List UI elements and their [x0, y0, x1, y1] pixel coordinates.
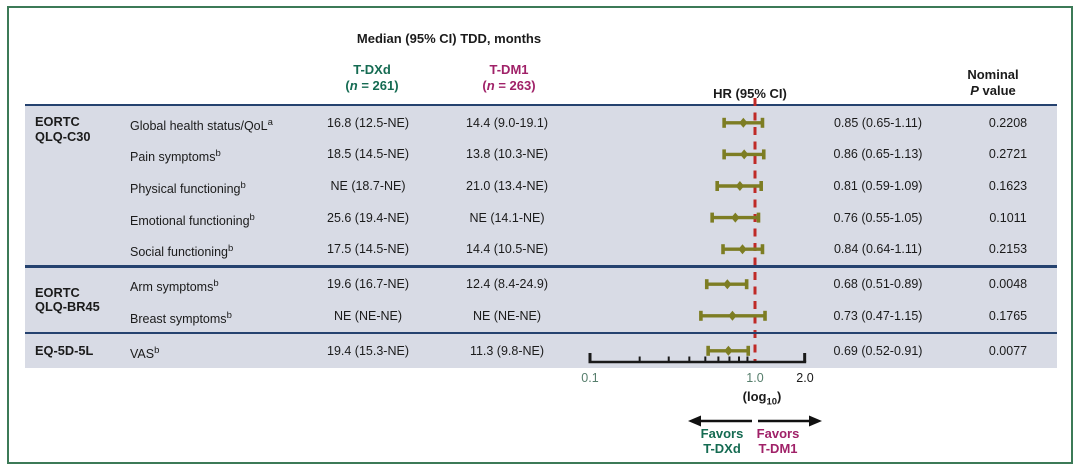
cell-tdxd-median: NE (18.7-NE) [330, 179, 406, 193]
tdxd-arm-name: T-DXd [353, 62, 391, 77]
cell-hr-text: 0.81 (0.59-1.09) [833, 179, 923, 193]
cell-hr-text: 0.84 (0.64-1.11) [833, 242, 923, 257]
column-header-tdm1: T-DM1 (n = 263) [424, 62, 594, 93]
tdm1-arm-name: T-DM1 [489, 62, 529, 77]
row-measure-label: Arm symptomsb [130, 278, 219, 295]
cell-p-value: 0.1623 [988, 179, 1028, 193]
cell-p-value: 0.0048 [988, 277, 1028, 292]
forest-marker [721, 244, 765, 255]
x-axis-scale-label: (log10) [742, 389, 782, 408]
cell-hr-text: 0.68 (0.51-0.89) [833, 277, 923, 292]
cell-hr-text: 0.73 (0.47-1.15) [833, 308, 923, 323]
row-measure-label: Pain symptomsb [130, 148, 221, 165]
tdm1-sample-size: (n = 263) [482, 77, 536, 93]
forest-marker [722, 149, 766, 160]
cell-tdxd-median: 17.5 (14.5-NE) [327, 242, 409, 257]
forest-marker [710, 212, 761, 223]
cell-tdxd-median: 18.5 (14.5-NE) [327, 147, 409, 162]
left-arrowhead-icon [688, 415, 701, 427]
forest-marker [715, 181, 763, 191]
row-measure-label: Physical functioningb [130, 180, 246, 197]
favors-tdm1-label: Favors T-DM1 [756, 426, 800, 456]
x-tick-label-1-0: 1.0 [746, 371, 764, 385]
x-tick-label-2-0: 2.0 [796, 371, 814, 385]
cell-tdm1-median: 13.8 (10.3-NE) [466, 147, 548, 162]
row-measure-label: Social functioningb [130, 243, 234, 260]
cell-tdxd-median: 25.6 (19.4-NE) [327, 210, 409, 225]
table-background-band [25, 104, 1057, 368]
cell-p-value: 0.0077 [988, 343, 1028, 358]
group-label: EORTC QLQ-BR45 [35, 284, 100, 314]
cell-p-value: 0.2208 [988, 115, 1028, 130]
column-header-tdxd: T-DXd (n = 261) [287, 62, 457, 93]
cell-tdxd-median: 19.4 (15.3-NE) [327, 343, 409, 358]
figure-title: Median (95% CI) TDD, months [356, 31, 542, 46]
favors-tdxd-label: Favors T-DXd [700, 426, 744, 456]
forest-marker [699, 310, 767, 321]
group-separator-line [25, 331, 1057, 335]
cell-tdm1-median: NE (NE-NE) [472, 308, 542, 323]
cell-p-value: 0.2153 [988, 242, 1028, 257]
row-measure-label: Emotional functioningb [130, 211, 255, 228]
cell-tdm1-median: NE (14.1-NE) [469, 210, 545, 225]
cell-tdm1-median: 21.0 (13.4-NE) [466, 179, 548, 193]
cell-hr-text: 0.69 (0.52-0.91) [833, 343, 923, 358]
cell-tdxd-median: NE (NE-NE) [333, 308, 403, 323]
x-tick-label-0-1: 0.1 [581, 371, 599, 385]
tdxd-sample-size: (n = 261) [345, 77, 399, 93]
cell-tdm1-median: 14.4 (9.0-19.1) [466, 115, 548, 130]
cell-tdm1-median: 12.4 (8.4-24.9) [466, 277, 548, 292]
cell-p-value: 0.2721 [988, 147, 1028, 162]
cell-tdxd-median: 19.6 (16.7-NE) [327, 277, 409, 292]
group-label: EORTC QLQ-C30 [35, 114, 91, 144]
group-label: EQ-5D-5L [35, 342, 94, 358]
forest-marker [704, 279, 749, 290]
cell-p-value: 0.1011 [989, 210, 1027, 225]
column-header-pvalue: Nominal P value [967, 67, 1019, 98]
right-arrowhead-icon [809, 415, 822, 427]
cell-hr-text: 0.85 (0.65-1.11) [833, 115, 923, 130]
row-measure-label: Global health status/QoLa [130, 116, 273, 133]
forest-marker [722, 117, 765, 128]
row-measure-label: VASb [130, 344, 160, 361]
forest-marker [706, 345, 751, 356]
cell-p-value: 0.1765 [988, 308, 1028, 323]
figure-border [7, 6, 1073, 464]
row-measure-label: Breast symptomsb [130, 309, 232, 326]
column-header-hr: HR (95% CI) [713, 86, 787, 101]
cell-hr-text: 0.86 (0.65-1.13) [833, 147, 923, 162]
group-separator-line [25, 265, 1057, 268]
cell-tdm1-median: 14.4 (10.5-NE) [466, 242, 548, 257]
cell-tdm1-median: 11.3 (9.8-NE) [469, 343, 545, 358]
cell-tdxd-median: 16.8 (12.5-NE) [327, 115, 409, 130]
cell-hr-text: 0.76 (0.55-1.05) [833, 210, 923, 225]
